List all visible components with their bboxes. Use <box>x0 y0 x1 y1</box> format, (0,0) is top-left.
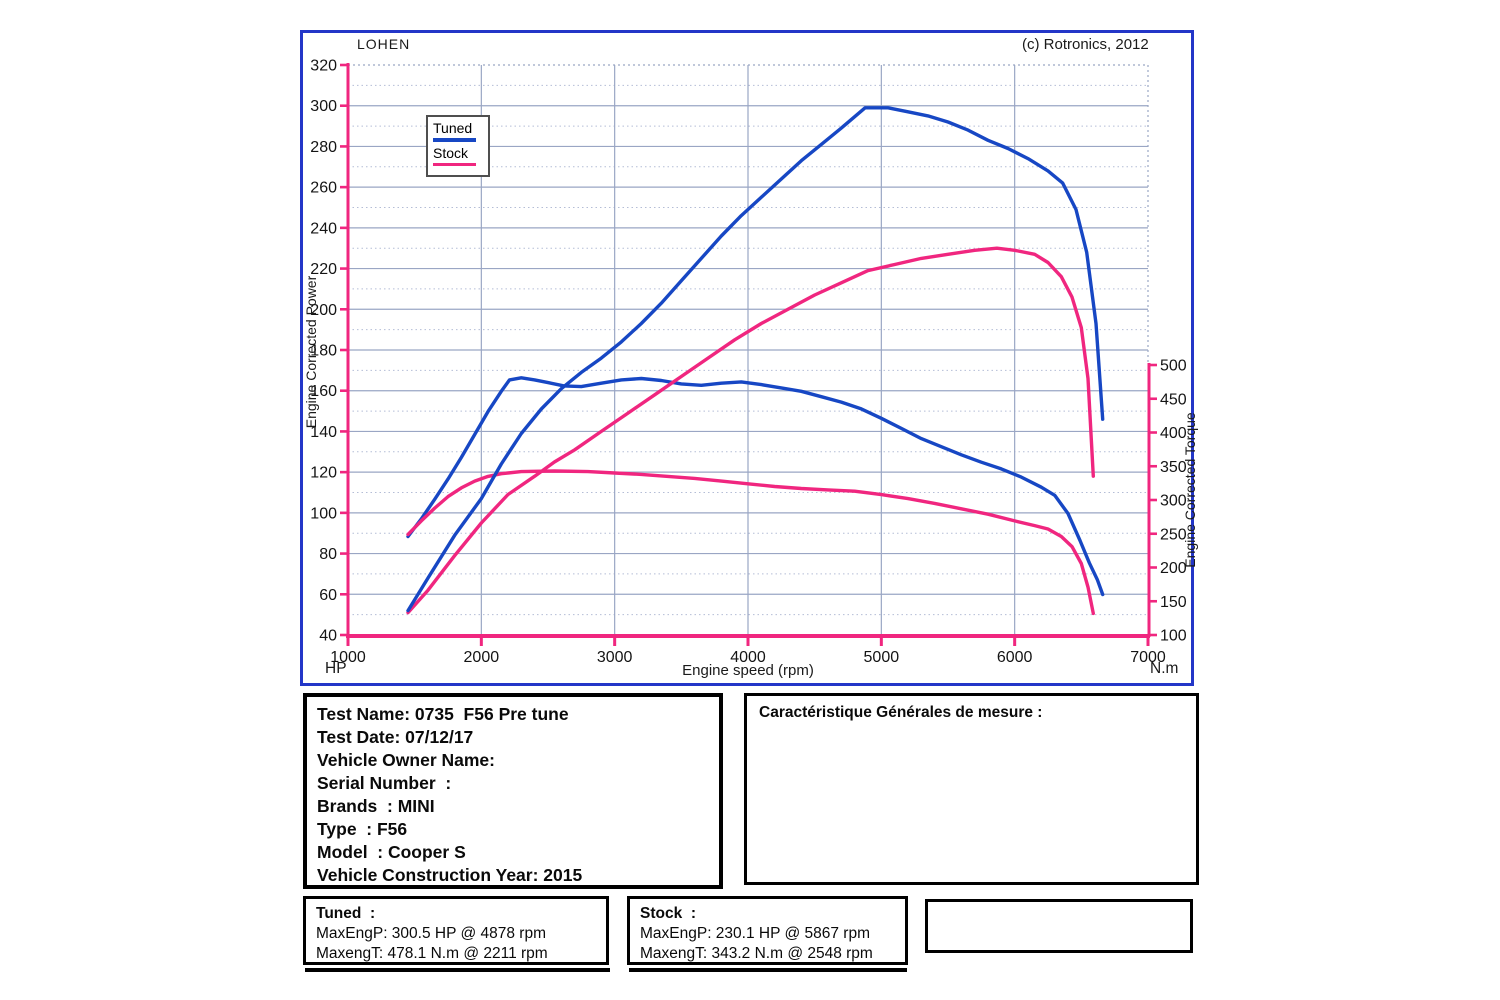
legend-box: Tuned Stock <box>426 115 490 177</box>
stock-box-shadow <box>629 968 907 972</box>
rpm-axis: 1000 2000 3000 4000 5000 6000 7000 <box>330 634 1166 666</box>
svg-text:500: 500 <box>1160 358 1187 375</box>
curve-stock-torque <box>406 469 1095 616</box>
tuned-max-power: MaxEngP: 300.5 HP @ 4878 rpm <box>316 925 546 942</box>
tuned-box-shadow <box>305 968 610 972</box>
legend-item-tuned: Tuned <box>433 120 488 142</box>
svg-text:300: 300 <box>1160 493 1187 510</box>
measure-characteristics-title: Caractéristique Générales de mesure : <box>759 704 1043 721</box>
svg-text:350: 350 <box>1160 459 1187 476</box>
svg-text:100: 100 <box>310 505 337 522</box>
svg-text:200: 200 <box>1160 560 1187 577</box>
svg-text:200: 200 <box>310 302 337 319</box>
svg-text:140: 140 <box>310 424 337 441</box>
torque-unit-label: N.m <box>1150 660 1179 677</box>
svg-text:300: 300 <box>310 98 337 115</box>
test-name-line: Test Name: 0735 F56 Pre tune <box>317 704 569 724</box>
svg-text:450: 450 <box>1160 391 1187 408</box>
svg-text:80: 80 <box>319 546 337 563</box>
svg-text:240: 240 <box>310 220 337 237</box>
svg-text:5000: 5000 <box>864 649 900 666</box>
tuned-results-title: Tuned : <box>316 905 376 922</box>
torque-axis-title: Engine Corrected Torque <box>1182 412 1198 568</box>
model-line: Model : Cooper S <box>317 842 466 862</box>
grid-vertical <box>480 65 1016 635</box>
legend-label-stock: Stock <box>433 144 469 161</box>
copyright-label: (c) Rotronics, 2012 <box>1022 36 1149 53</box>
svg-text:2000: 2000 <box>464 649 500 666</box>
legend-item-stock: Stock <box>433 144 488 166</box>
stock-results-title: Stock : <box>640 905 696 922</box>
svg-text:1000: 1000 <box>330 649 366 666</box>
brand-label: LOHEN <box>357 36 411 52</box>
test-date-line: Test Date: 07/12/17 <box>317 727 474 747</box>
measure-characteristics-box: Caractéristique Générales de mesure : <box>744 693 1199 885</box>
owner-name-line: Vehicle Owner Name: <box>317 750 495 770</box>
svg-text:40: 40 <box>319 628 337 645</box>
svg-text:100: 100 <box>1160 628 1187 645</box>
svg-text:120: 120 <box>310 465 337 482</box>
empty-results-box <box>925 899 1193 953</box>
curve-tuned-torque <box>406 376 1105 597</box>
svg-text:220: 220 <box>310 261 337 278</box>
svg-text:150: 150 <box>1160 594 1187 611</box>
type-line: Type : F56 <box>317 819 408 839</box>
x-axis-title: Engine speed (rpm) <box>682 662 814 679</box>
power-unit-label: HP <box>325 660 347 677</box>
svg-text:280: 280 <box>310 139 337 156</box>
svg-text:6000: 6000 <box>997 649 1033 666</box>
construction-year-line: Vehicle Construction Year: 2015 <box>317 865 583 885</box>
plot-border <box>348 64 1149 365</box>
svg-text:400: 400 <box>1160 425 1187 442</box>
power-axis-title: Engine Corrected Power <box>303 275 319 429</box>
svg-text:260: 260 <box>310 180 337 197</box>
torque-axis: 100 150 200 250 300 350 400 450 500 <box>1147 358 1187 645</box>
tuned-legend-swatch <box>433 138 476 142</box>
svg-text:250: 250 <box>1160 526 1187 543</box>
svg-text:3000: 3000 <box>597 649 633 666</box>
serial-number-line: Serial Number : <box>317 773 452 793</box>
svg-text:4000: 4000 <box>730 649 766 666</box>
power-axis: 40 60 80 100 120 140 160 180 200 220 240 260 280 300 3… <box>310 58 350 645</box>
stock-max-torque: MaxengT: 343.2 N.m @ 2548 rpm <box>640 945 873 962</box>
svg-text:60: 60 <box>319 587 337 604</box>
curve-stock-power <box>406 246 1095 615</box>
test-info-box: Test Name: 0735 F56 Pre tune Test Date: … <box>303 693 723 889</box>
stock-legend-swatch <box>433 162 476 166</box>
legend-label-tuned: Tuned <box>433 120 473 136</box>
curves <box>406 106 1105 616</box>
stock-max-power: MaxEngP: 230.1 HP @ 5867 rpm <box>640 925 870 942</box>
tuned-max-torque: MaxengT: 478.1 N.m @ 2211 rpm <box>316 945 548 962</box>
svg-text:180: 180 <box>310 343 337 360</box>
curve-tuned-power <box>406 106 1105 613</box>
svg-text:320: 320 <box>310 58 337 75</box>
tuned-results-box: Tuned : MaxEngP: 300.5 HP @ 4878 rpm Max… <box>303 896 609 965</box>
brand-line: Brands : MINI <box>317 796 435 816</box>
svg-text:7000: 7000 <box>1130 649 1166 666</box>
svg-text:160: 160 <box>310 383 337 400</box>
stock-results-box: Stock : MaxEngP: 230.1 HP @ 5867 rpm Max… <box>627 896 908 965</box>
